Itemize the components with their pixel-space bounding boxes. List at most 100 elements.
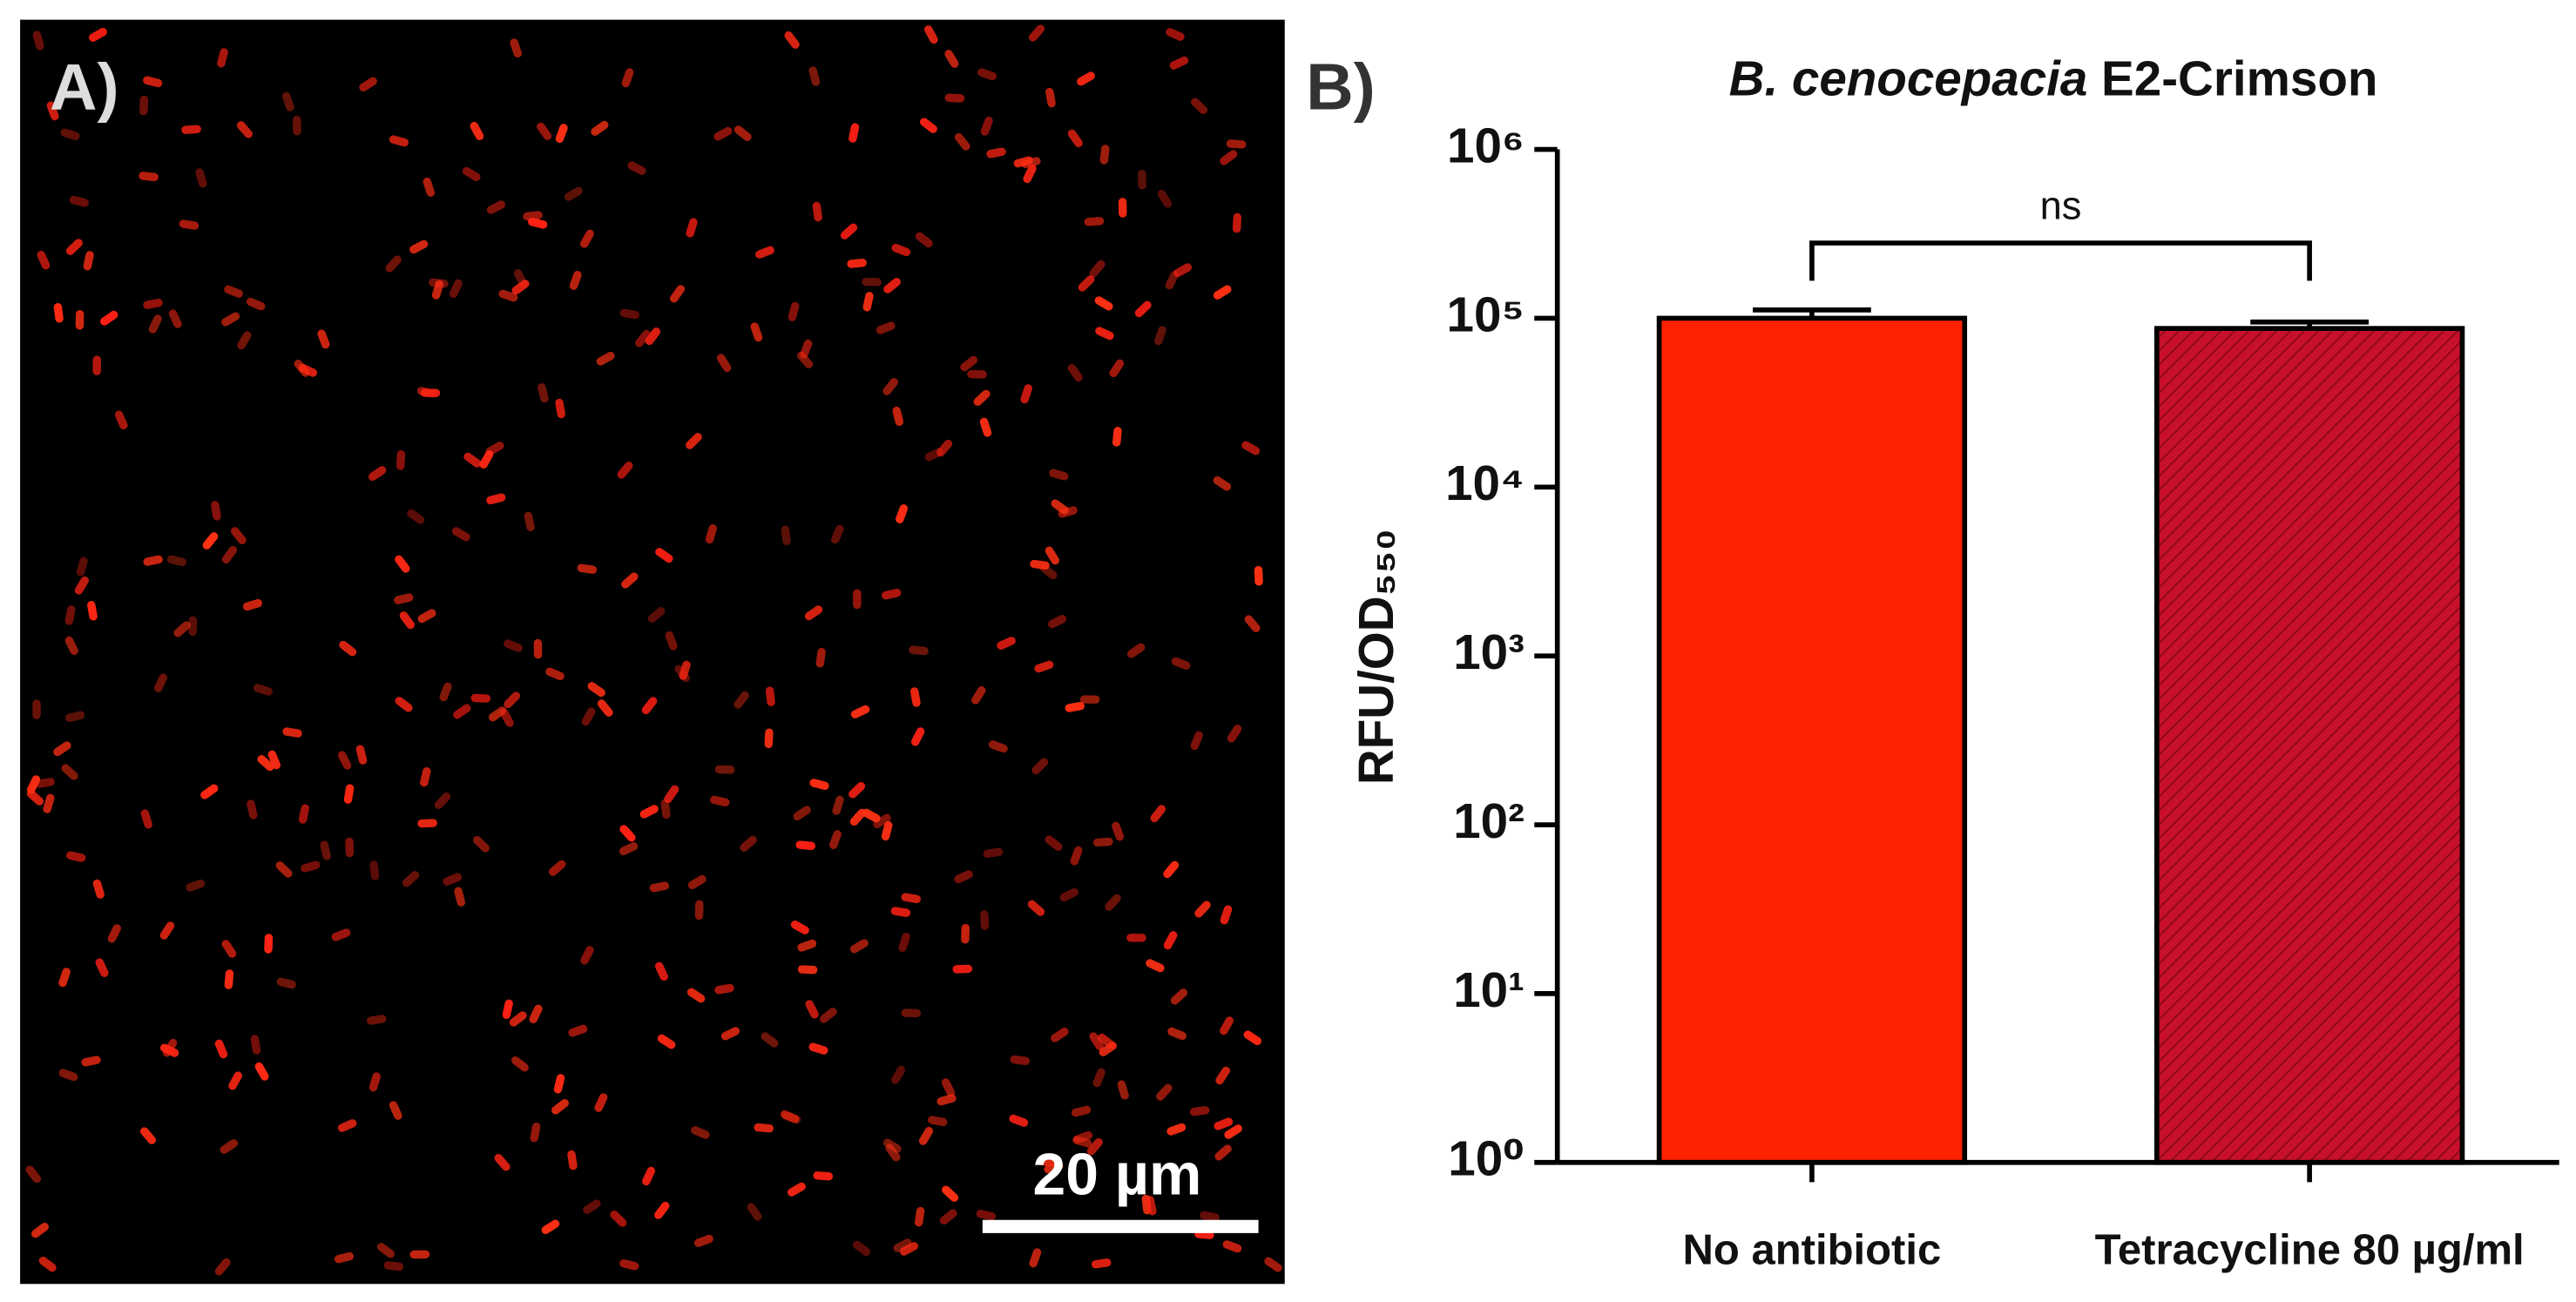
bacterium [69,195,89,207]
bacterium [417,819,437,828]
bacterium [1045,546,1059,565]
bacterium [1191,98,1207,115]
bacterium [960,355,978,372]
bacterium [619,841,639,856]
bacterium [954,870,973,884]
bacterium [1038,1157,1058,1167]
bacterium [790,921,809,934]
scale-bar-label: 20 µm [1033,1143,1202,1208]
bacterium [30,1222,49,1238]
bacterium [139,172,159,182]
bacterium [317,329,330,349]
bacterium [1059,887,1078,902]
bacterium [502,999,513,1019]
bacterium [443,873,463,886]
bacterium [87,601,98,621]
bacterium [1112,427,1122,447]
bacterium [162,1038,178,1057]
bacterium [202,532,219,550]
bacterium [224,969,234,989]
bacterium [1126,934,1146,942]
bacterium [849,781,866,799]
bacterium [292,115,301,136]
bacterium [1173,263,1193,278]
bacterium [221,940,237,958]
bacterium [499,708,514,727]
bacterium [254,1062,269,1081]
bacterium [65,239,83,255]
bacterium [942,1185,959,1202]
bacterium [83,251,94,271]
bacterium [64,605,76,625]
bacterium [788,301,800,321]
bacterium [862,277,882,287]
bacterium [852,1240,870,1257]
bacterium [654,961,668,982]
bacterium [664,785,679,803]
bacterium [850,705,870,718]
bacterium [1220,150,1238,165]
bacterium [1146,959,1165,973]
bacterium [567,1150,578,1170]
bacterium [610,1211,627,1227]
bacterium [1089,260,1105,278]
bacterium [831,524,844,544]
bacterium [1067,363,1083,382]
bacterium [808,66,821,86]
bacterium [168,309,182,328]
bacterium [1029,1248,1042,1268]
panel-label: B) [1306,50,1376,123]
bacterium [710,795,730,806]
bacterium [154,673,167,692]
bacterium [537,122,552,140]
bacterium [369,860,380,880]
bacterium [583,1199,601,1215]
bacterium [551,1099,569,1115]
bacterium [587,682,605,698]
bacterium [217,48,228,68]
y-tick-label: 10¹ [1453,962,1525,1017]
bacterium [166,555,187,567]
bacterium [1092,1068,1105,1088]
bacterium [983,847,1004,858]
bacterium [784,30,800,49]
bacterium [1071,1105,1092,1117]
bacterium [988,740,1008,753]
bacterium [1200,1211,1220,1222]
bacterium [1169,56,1189,70]
micrograph [20,19,1285,1285]
bacterium [1232,213,1242,233]
bacterium [909,645,929,656]
bacterium [1244,615,1261,632]
bacterium [195,168,207,188]
bacterium [1023,164,1037,184]
bacterium [813,1171,834,1181]
bacterium [740,835,757,852]
bacterium [914,1206,925,1227]
bacterium [862,808,881,823]
bacterium [961,923,970,944]
bacterium [230,527,247,544]
bacterium [267,750,281,770]
bacterium [944,93,965,103]
bacterium [635,329,651,347]
y-tick-label: 10⁴ [1445,455,1525,510]
bacterium [920,118,937,133]
bacterium [1254,565,1263,586]
bacterium [1117,1080,1129,1100]
bacterium [26,775,41,794]
annotation: ns [2040,183,2082,227]
bacterium [1031,758,1049,775]
bacterium [971,686,986,705]
bacterium [750,322,763,342]
bacterium [65,711,85,722]
bacterium [179,219,199,230]
title-rest: E2-Crimson [2101,51,2377,105]
y-tick-label: 10⁵ [1447,287,1525,341]
bacterium [1220,1016,1234,1036]
bacterium [504,691,521,709]
bacterium [840,223,858,239]
bacterium [339,640,357,657]
bacterium [1072,1136,1092,1148]
